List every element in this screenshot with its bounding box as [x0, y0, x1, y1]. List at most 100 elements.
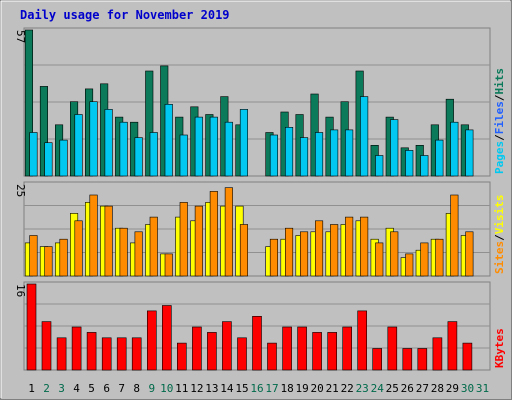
- bar-sites-day-23: [360, 216, 369, 277]
- bar-files-day-21: [330, 129, 339, 177]
- bar-files-day-11: [179, 134, 188, 177]
- bar-kbytes-day-20: [312, 332, 322, 371]
- bar-sites-day-5: [89, 194, 98, 277]
- bar-kbytes-day-14: [222, 321, 232, 371]
- side-legend-part: /: [493, 94, 506, 101]
- side-legend-part: Files: [493, 101, 506, 134]
- bar-kbytes-day-5: [86, 332, 97, 371]
- x-tick-label: 13: [205, 382, 218, 395]
- bar-sites-day-1: [29, 235, 38, 277]
- bar-kbytes-day-10: [162, 305, 172, 371]
- side-legend: Pages/Files/Hits: [493, 68, 506, 174]
- x-tick-label: 11: [175, 382, 188, 395]
- bar-kbytes-day-12: [192, 326, 202, 371]
- x-tick-label: 16: [250, 382, 263, 395]
- bar-kbytes-day-4: [71, 326, 82, 371]
- bar-kbytes-day-3: [56, 337, 67, 371]
- bar-files-day-5: [89, 101, 98, 177]
- bar-files-day-26: [405, 150, 414, 177]
- bar-sites-day-13: [209, 191, 218, 277]
- bar-kbytes-day-25: [387, 326, 398, 371]
- bar-kbytes-day-7: [116, 337, 127, 371]
- bar-sites-day-29: [450, 194, 459, 277]
- side-legend-part: Sites: [493, 241, 506, 274]
- bar-kbytes-day-18: [282, 326, 292, 371]
- bar-files-day-12: [194, 116, 203, 177]
- x-tick-label: 27: [416, 382, 429, 395]
- side-legend: Sites/Visits: [493, 195, 506, 275]
- bar-files-day-19: [299, 137, 309, 177]
- bar-files-day-1: [29, 132, 38, 177]
- x-tick-label: 29: [446, 382, 459, 395]
- bar-sites-day-14: [224, 187, 233, 277]
- bar-sites-day-22: [345, 216, 354, 277]
- x-tick-label: 1: [28, 382, 35, 395]
- bar-sites-day-26: [405, 253, 414, 277]
- bar-sites-day-11: [179, 202, 188, 277]
- side-legend: KBytes: [493, 328, 506, 368]
- bar-files-day-24: [375, 155, 384, 177]
- x-tick-label: 4: [73, 382, 80, 395]
- x-tick-label: 15: [235, 382, 248, 395]
- y-max-label: 25: [14, 184, 27, 197]
- bar-sites-day-10: [164, 253, 173, 277]
- bar-sites-day-12: [194, 205, 203, 277]
- bar-kbytes-day-16: [252, 315, 262, 371]
- x-tick-label: 10: [160, 382, 173, 395]
- bar-sites-day-28: [435, 238, 444, 277]
- side-legend-part: /: [493, 234, 506, 241]
- bar-sites-day-6: [104, 205, 113, 277]
- bar-files-day-3: [59, 139, 68, 177]
- bar-files-day-7: [119, 121, 128, 177]
- panel-kbytes: 16 KBytes: [14, 281, 506, 371]
- x-tick-label: 31: [476, 382, 489, 395]
- bar-files-day-30: [465, 129, 474, 177]
- y-max-label: 16: [14, 284, 27, 297]
- x-tick-label: 18: [280, 382, 293, 395]
- x-tick-label: 26: [401, 382, 414, 395]
- side-legend-part: Hits: [493, 68, 506, 95]
- bar-kbytes-day-29: [447, 321, 458, 371]
- bar-files-day-8: [134, 137, 143, 177]
- side-legend-part: /: [493, 134, 506, 141]
- bar-files-day-22: [345, 129, 354, 177]
- x-tick-label: 6: [103, 382, 110, 395]
- bar-files-day-29: [450, 121, 459, 177]
- bar-files-day-17: [269, 134, 279, 177]
- chart-title: Daily usage for November 2019: [20, 8, 230, 22]
- bar-files-day-27: [420, 155, 429, 177]
- bar-files-day-4: [74, 114, 83, 177]
- x-tick-label: 7: [118, 382, 125, 395]
- bar-kbytes-day-19: [297, 326, 307, 371]
- bar-kbytes-day-8: [131, 337, 142, 371]
- bar-kbytes-day-13: [207, 332, 217, 371]
- bar-kbytes-day-22: [342, 326, 353, 371]
- x-tick-label: 28: [431, 382, 444, 395]
- x-tick-label: 9: [148, 382, 155, 395]
- y-max-label: 57: [14, 30, 27, 43]
- side-legend-part: KBytes: [493, 328, 506, 368]
- side-legend-part: Visits: [493, 195, 506, 235]
- bar-sites-day-8: [134, 231, 143, 277]
- bar-kbytes-day-11: [177, 342, 187, 371]
- x-tick-label: 30: [461, 382, 474, 395]
- bar-sites-day-20: [314, 220, 324, 277]
- bar-sites-day-17: [269, 238, 279, 277]
- bar-kbytes-day-24: [372, 348, 383, 371]
- bar-kbytes-day-17: [267, 342, 277, 371]
- bar-files-day-18: [284, 127, 294, 177]
- bar-kbytes-day-30: [462, 342, 473, 371]
- bar-kbytes-day-9: [147, 310, 157, 371]
- x-tick-label: 2: [43, 382, 50, 395]
- bar-kbytes-day-26: [402, 348, 413, 371]
- bar-kbytes-day-2: [41, 321, 52, 371]
- bar-sites-day-27: [420, 242, 429, 277]
- bar-sites-day-19: [299, 231, 309, 277]
- panel-sites-visits: 25 Sites/Visits: [14, 181, 506, 277]
- bar-files-day-13: [209, 116, 218, 177]
- bar-sites-day-18: [284, 227, 294, 277]
- x-tick-label: 5: [88, 382, 95, 395]
- bar-files-day-10: [164, 104, 173, 177]
- bar-hits-day-2: [39, 86, 49, 177]
